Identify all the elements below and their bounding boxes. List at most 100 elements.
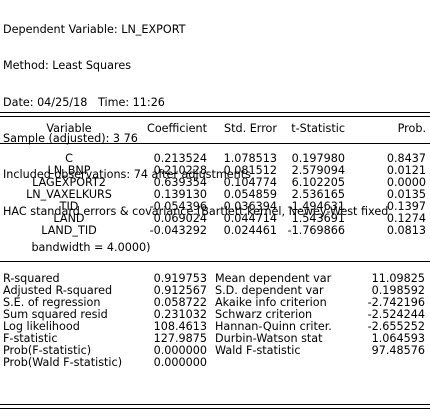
col-header-prob: Prob. bbox=[397, 122, 426, 135]
table-row: LAND_TID -0.043292 0.024461 -1.769866 0.… bbox=[0, 225, 430, 237]
table-row: Adjusted R-squared 0.912567 S.D. depende… bbox=[0, 285, 430, 297]
stat-label: Adjusted R-squared bbox=[3, 284, 113, 297]
prob-value: 0.0000 bbox=[386, 176, 426, 189]
variable-name: LAND_TID bbox=[41, 224, 97, 237]
divider-middle bbox=[0, 261, 430, 262]
table-row: Prob(F-statistic) 0.000000 Wald F-statis… bbox=[0, 345, 430, 357]
prob-value: 0.1274 bbox=[386, 212, 426, 225]
table-row: S.E. of regression 0.058722 Akaike info … bbox=[0, 297, 430, 309]
std-error-value: 0.024461 bbox=[223, 224, 277, 237]
stat-value: 0.919753 bbox=[153, 272, 207, 285]
divider-header bbox=[0, 143, 430, 144]
t-statistic-value: -1.769866 bbox=[287, 224, 345, 237]
stat-label: Sum squared resid bbox=[3, 308, 108, 321]
divider-bottom bbox=[0, 404, 430, 405]
std-error-value: 0.104774 bbox=[223, 176, 277, 189]
t-statistic-value: -1.494631 bbox=[287, 200, 345, 213]
stat-label: S.E. of regression bbox=[3, 296, 101, 309]
prob-value: 0.0135 bbox=[386, 188, 426, 201]
stat-value: 127.9875 bbox=[153, 332, 207, 345]
stat-label-empty bbox=[207, 357, 344, 369]
table-row: LN_VAXELKURS 0.139130 0.054859 2.536165 … bbox=[0, 189, 430, 201]
header-date-time: Date: 04/25/18 Time: 11:26 bbox=[3, 95, 165, 109]
std-error-value: 1.078513 bbox=[223, 152, 277, 165]
header-bandwidth: bandwidth = 4.0000) bbox=[3, 240, 151, 254]
col-header-std-error: Std. Error bbox=[224, 122, 277, 135]
table-row: TID -0.054396 0.036394 -1.494631 0.1397 bbox=[0, 201, 430, 213]
summary-statistics-table: R-squared 0.919753 Mean dependent var 11… bbox=[0, 273, 430, 369]
table-row: Log likelihood 108.4613 Hannan-Quinn cri… bbox=[0, 321, 430, 333]
header-observations: Included observations: 74 after adjustme… bbox=[3, 168, 251, 182]
coefficient-value: 0.069024 bbox=[153, 212, 207, 225]
stat-value: 0.198592 bbox=[371, 284, 425, 297]
coefficient-table: C 0.213524 1.078513 0.197980 0.8437 LN_B… bbox=[0, 153, 430, 237]
stat-value: 1.064593 bbox=[371, 332, 425, 345]
stat-value: -2.524244 bbox=[367, 308, 425, 321]
prob-value: 0.0121 bbox=[386, 164, 426, 177]
stat-value: 0.058722 bbox=[153, 296, 207, 309]
col-header-coefficient: Coefficient bbox=[147, 122, 207, 135]
coefficient-value: 0.639354 bbox=[153, 176, 207, 189]
stat-value: -2.655252 bbox=[367, 320, 425, 333]
std-error-value: 0.054859 bbox=[223, 188, 277, 201]
stat-label: Prob(F-statistic) bbox=[3, 344, 92, 357]
header-dependent-variable: Dependent Variable: LN_EXPORT bbox=[3, 23, 186, 37]
prob-value: 0.8437 bbox=[386, 152, 426, 165]
variable-name: TID bbox=[59, 200, 79, 213]
output-header: Dependent Variable: LN_EXPORT Method: Le… bbox=[3, 0, 388, 278]
stat-label: Akaike info criterion bbox=[215, 296, 327, 309]
col-header-t-statistic: t-Statistic bbox=[291, 122, 345, 135]
table-row: LAND 0.069024 0.044714 1.543691 0.1274 bbox=[0, 213, 430, 225]
stat-value: 0.000000 bbox=[153, 344, 207, 357]
coefficient-value: 0.210228 bbox=[153, 164, 207, 177]
coefficient-value: -0.043292 bbox=[149, 224, 207, 237]
divider-bottom-double bbox=[0, 408, 430, 409]
stat-value: 0.000000 bbox=[153, 356, 207, 369]
stat-value: 0.912567 bbox=[153, 284, 207, 297]
stat-value: -2.742196 bbox=[367, 296, 425, 309]
stat-label: Schwarz criterion bbox=[215, 308, 313, 321]
col-header-variable: Variable bbox=[46, 122, 92, 135]
stat-label: Wald F-statistic bbox=[215, 344, 301, 357]
stat-value: 0.231032 bbox=[153, 308, 207, 321]
variable-name: LAND bbox=[53, 212, 85, 225]
divider-top-double bbox=[0, 116, 430, 117]
divider-top bbox=[0, 112, 430, 113]
variable-name: C bbox=[65, 152, 73, 165]
prob-value: 0.0813 bbox=[386, 224, 426, 237]
stat-label: S.D. dependent var bbox=[215, 284, 324, 297]
stat-value: 108.4613 bbox=[153, 320, 207, 333]
coefficient-value: 0.213524 bbox=[153, 152, 207, 165]
variable-name: LAGEXPORT2 bbox=[32, 176, 106, 189]
table-row: Prob(Wald F-statistic) 0.000000 bbox=[0, 357, 430, 369]
header-method: Method: Least Squares bbox=[3, 59, 132, 73]
t-statistic-value: 0.197980 bbox=[291, 152, 345, 165]
t-statistic-value: 1.543691 bbox=[291, 212, 345, 225]
variable-name: LN_BNP bbox=[47, 164, 91, 177]
stat-label: Prob(Wald F-statistic) bbox=[3, 356, 123, 369]
stat-label: Log likelihood bbox=[3, 320, 80, 333]
variable-name: LN_VAXELKURS bbox=[26, 188, 112, 201]
std-error-value: 0.044714 bbox=[223, 212, 277, 225]
table-row: LAGEXPORT2 0.639354 0.104774 6.102205 0.… bbox=[0, 177, 430, 189]
coef-header-row: Variable Coefficient Std. Error t-Statis… bbox=[0, 123, 430, 135]
stat-label: F-statistic bbox=[3, 332, 58, 345]
std-error-value: 0.036394 bbox=[223, 200, 277, 213]
prob-value: 0.1397 bbox=[386, 200, 426, 213]
t-statistic-value: 2.536165 bbox=[291, 188, 345, 201]
std-error-value: 0.081512 bbox=[223, 164, 277, 177]
stat-label: Mean dependent var bbox=[215, 272, 332, 285]
table-row: R-squared 0.919753 Mean dependent var 11… bbox=[0, 273, 430, 285]
table-row: LN_BNP 0.210228 0.081512 2.579094 0.0121 bbox=[0, 165, 430, 177]
header-hac-note: HAC standard errors & covariance (Bartle… bbox=[3, 204, 389, 218]
table-row: Sum squared resid 0.231032 Schwarz crite… bbox=[0, 309, 430, 321]
header-sample: Sample (adjusted): 3 76 bbox=[3, 132, 138, 146]
stat-value: 97.48576 bbox=[371, 344, 425, 357]
table-row: C 0.213524 1.078513 0.197980 0.8437 bbox=[0, 153, 430, 165]
stat-value: 11.09825 bbox=[371, 272, 425, 285]
t-statistic-value: 2.579094 bbox=[291, 164, 345, 177]
stat-label: R-squared bbox=[3, 272, 60, 285]
stat-label: Hannan-Quinn criter. bbox=[215, 320, 332, 333]
coefficient-value: -0.054396 bbox=[149, 200, 207, 213]
